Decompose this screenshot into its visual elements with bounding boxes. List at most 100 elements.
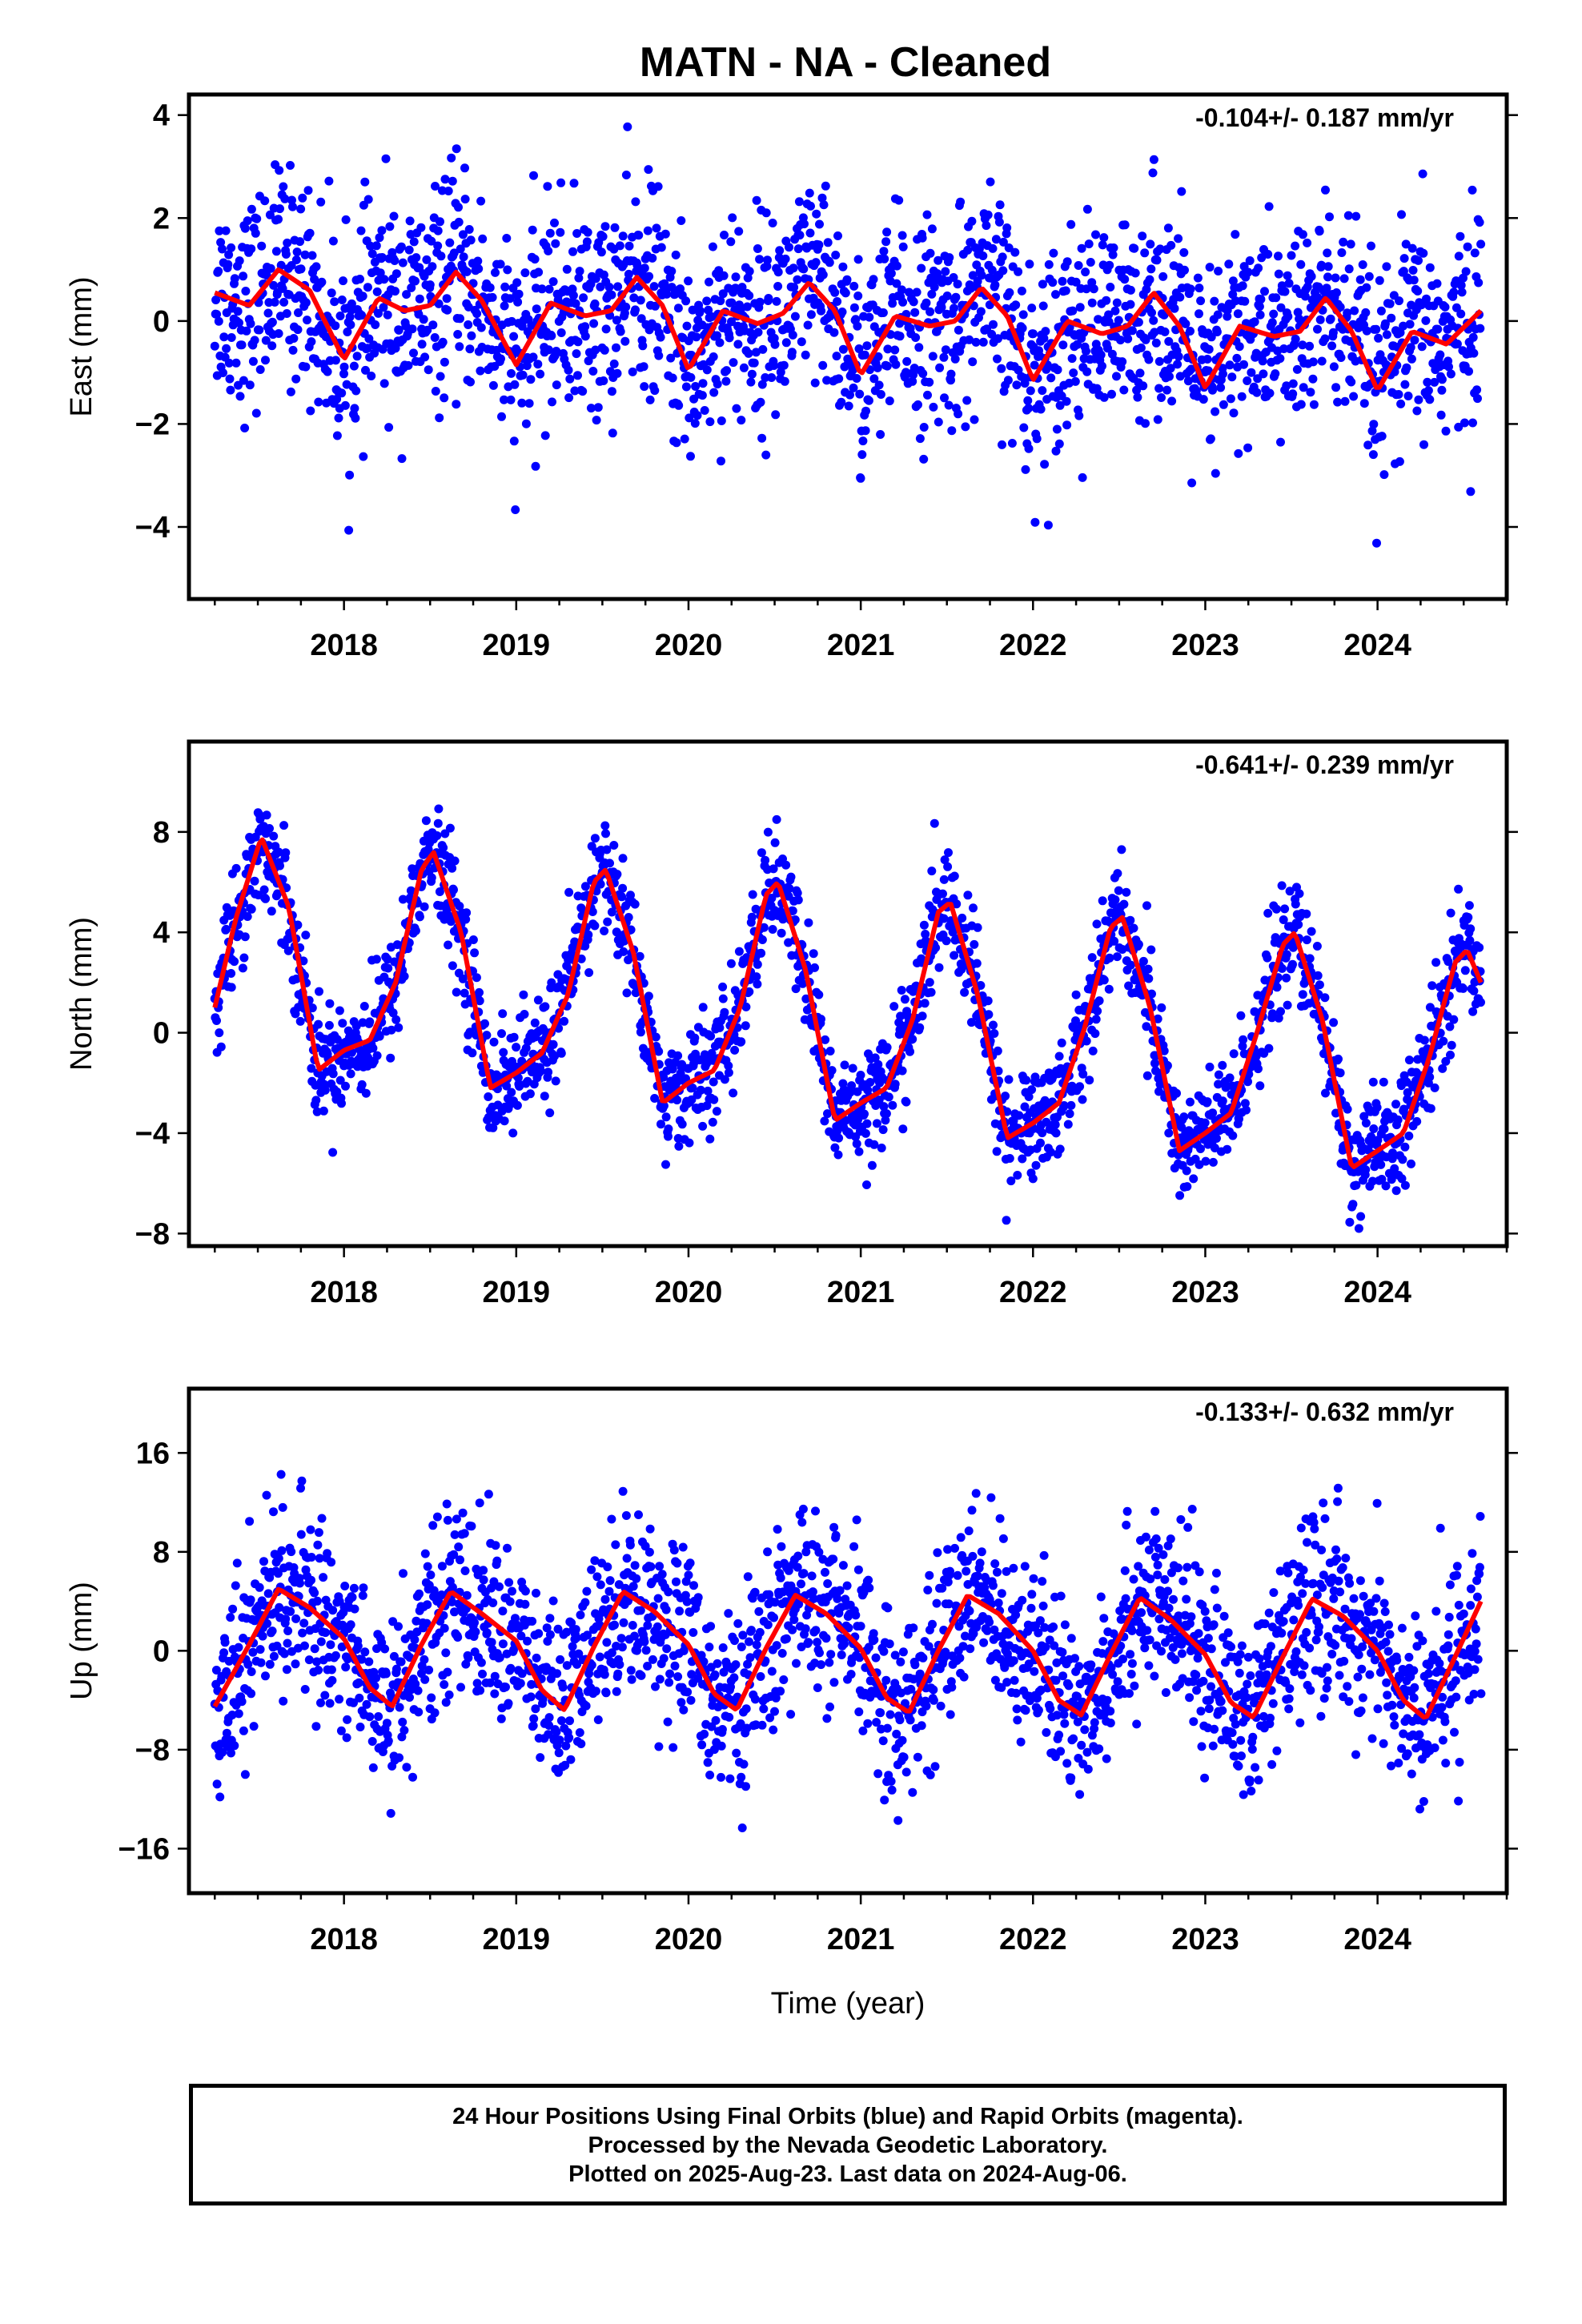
data-point: [466, 377, 475, 387]
data-point: [221, 226, 231, 235]
data-point: [1021, 464, 1030, 474]
data-point: [448, 176, 457, 186]
data-point: [315, 987, 323, 996]
data-point: [998, 237, 1008, 247]
data-point: [355, 1723, 365, 1731]
data-point: [550, 1051, 560, 1061]
data-point: [1466, 487, 1476, 497]
data-point: [584, 968, 594, 977]
data-point: [262, 1490, 271, 1500]
data-point: [728, 213, 737, 223]
data-point: [421, 816, 431, 826]
data-point: [1264, 1043, 1274, 1053]
data-point: [630, 899, 640, 909]
data-point: [1331, 273, 1340, 283]
data-point: [420, 1549, 430, 1558]
data-point: [350, 1604, 359, 1614]
data-point: [436, 372, 445, 381]
data-point: [872, 1119, 881, 1128]
data-point: [390, 256, 400, 265]
data-point: [1094, 315, 1103, 324]
data-point: [427, 873, 436, 883]
data-point: [1282, 973, 1291, 983]
data-point: [881, 1116, 890, 1125]
x-tick-label: 2023: [1171, 629, 1239, 662]
data-point: [656, 332, 665, 342]
data-point: [478, 1669, 487, 1679]
data-point: [664, 1124, 673, 1134]
data-point: [1216, 383, 1226, 392]
data-point: [854, 1147, 864, 1156]
data-point: [1028, 329, 1038, 339]
data-point: [744, 348, 753, 358]
data-point: [301, 931, 311, 940]
data-point: [897, 231, 907, 240]
data-point: [436, 217, 444, 227]
data-point: [279, 821, 289, 830]
data-point: [781, 338, 791, 348]
data-point: [1460, 966, 1470, 975]
data-point: [374, 308, 383, 318]
data-point: [733, 340, 743, 349]
data-point: [618, 231, 628, 241]
data-point: [644, 165, 653, 175]
data-point: [1133, 392, 1142, 402]
data-point: [1407, 354, 1416, 364]
data-point: [940, 855, 950, 865]
data-point: [475, 1498, 484, 1508]
data-point: [612, 343, 620, 352]
data-point: [1464, 913, 1473, 922]
data-point: [761, 208, 771, 218]
data-point: [734, 947, 744, 956]
data-point: [1303, 282, 1312, 292]
data-point: [823, 238, 833, 247]
data-point: [1250, 317, 1259, 327]
y-tick-label: −4: [135, 511, 170, 545]
data-point: [279, 182, 288, 191]
data-point: [1302, 935, 1311, 945]
data-point: [698, 379, 708, 388]
data-point: [1475, 943, 1484, 952]
data-point: [460, 195, 470, 204]
x-tick-label: 2020: [655, 629, 723, 662]
data-point: [1030, 517, 1040, 527]
x-tick-label: 2021: [827, 1276, 895, 1309]
data-point: [232, 1558, 242, 1568]
data-point: [1393, 1115, 1403, 1124]
data-point: [411, 1679, 420, 1689]
data-point: [731, 272, 741, 282]
data-point: [1363, 440, 1373, 450]
data-point: [1055, 1144, 1065, 1154]
data-point: [696, 1085, 705, 1095]
data-point: [817, 193, 827, 203]
data-point: [590, 921, 600, 931]
data-point: [1364, 271, 1374, 281]
data-point: [888, 1100, 897, 1110]
data-point: [479, 1566, 488, 1575]
data-point: [1189, 1174, 1199, 1184]
data-point: [292, 247, 302, 257]
data-point: [1336, 353, 1346, 362]
data-point: [821, 181, 830, 191]
data-point: [475, 996, 484, 1006]
data-point: [214, 316, 223, 326]
data-point: [1109, 243, 1118, 252]
data-point: [1387, 1175, 1396, 1184]
data-point: [521, 419, 531, 428]
data-point: [411, 276, 420, 286]
data-point: [267, 317, 277, 327]
data-point: [437, 1562, 447, 1571]
data-point: [335, 1695, 344, 1704]
data-point: [462, 267, 472, 276]
data-point: [1154, 356, 1164, 366]
data-point: [230, 1741, 239, 1751]
data-point: [1036, 1138, 1045, 1148]
data-point: [892, 279, 901, 288]
data-point: [1117, 845, 1126, 854]
data-point: [220, 1638, 230, 1647]
east-points: [210, 122, 1486, 548]
data-point: [414, 1707, 424, 1717]
data-point: [984, 1010, 994, 1019]
data-point: [698, 1003, 708, 1012]
data-point: [325, 1699, 335, 1708]
